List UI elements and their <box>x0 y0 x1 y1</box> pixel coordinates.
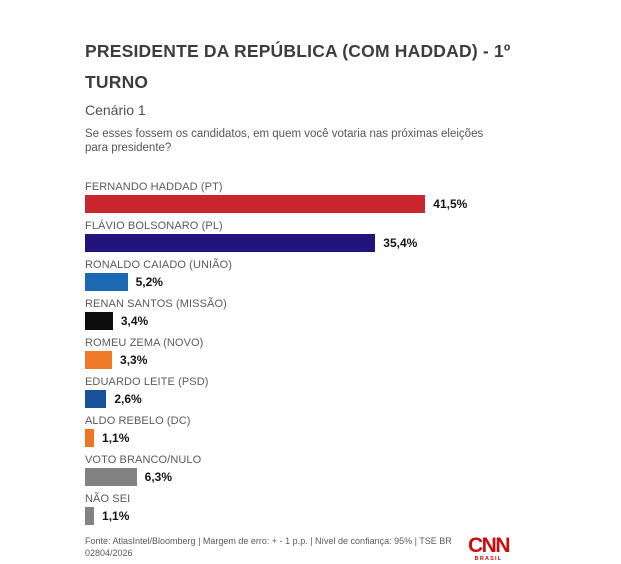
page-title: PRESIDENTE DA REPÚBLICA (COM HADDAD) - 1… <box>85 41 511 92</box>
source-note: Fonte: AtlasIntel/Bloomberg | Margem de … <box>85 536 452 558</box>
survey-question: Se esses fossem os candidatos, em quem v… <box>85 128 484 154</box>
bar-line: 3,3% <box>85 351 565 369</box>
value-label: 6,3% <box>144 470 173 484</box>
bar-line: 5,2% <box>85 273 565 291</box>
bar-row: RENAN SANTOS (MISSÃO) 3,4% <box>85 299 565 330</box>
value-label: 5,2% <box>135 275 163 289</box>
bar-line: 41,5% <box>85 195 565 213</box>
value-label: 35,4% <box>383 236 418 250</box>
bar-line: 1,1% <box>85 429 565 447</box>
scenario-subtitle: Cenário 1 <box>85 102 146 118</box>
bar-row: NÃO SEI 1,1% <box>85 494 565 525</box>
bar <box>85 351 113 369</box>
candidate-label: EDUARDO LEITE (PSD) <box>85 376 209 388</box>
bar-chart: FERNANDO HADDAD (PT) 41,5% FLÁVIO BOLSONAR… <box>85 182 565 525</box>
candidate-label: ROMEU ZEMA (NOVO) <box>85 337 204 349</box>
value-label: 1,1% <box>102 509 130 523</box>
bar <box>85 468 137 486</box>
bar-row: RONALDO CAIADO (UNIÃO) 5,2% <box>85 260 565 291</box>
bar-row: FLÁVIO BOLSONARO (PL) 35,4% <box>85 221 565 252</box>
value-label: 41,5% <box>433 197 468 211</box>
candidate-label: FERNANDO HADDAD (PT) <box>85 181 223 193</box>
bar-line: 35,4% <box>85 234 565 252</box>
bar-line: 1,1% <box>85 507 565 525</box>
bar-line: 6,3% <box>85 468 565 486</box>
bar <box>85 234 376 252</box>
candidate-label: NÃO SEI <box>85 493 131 505</box>
value-label: 3,3% <box>120 353 148 367</box>
value-label: 1,1% <box>102 431 130 445</box>
candidate-label: RENAN SANTOS (MISSÃO) <box>85 298 227 310</box>
candidate-label: ALDO REBELO (DC) <box>85 415 191 427</box>
footer: Fonte: AtlasIntel/Bloomberg | Margem de … <box>85 534 511 563</box>
candidate-label: VOTO BRANCO/NULO <box>85 454 202 466</box>
cnn-logo-subtext: BRASIL <box>474 556 503 562</box>
value-label: 3,4% <box>120 314 149 328</box>
value-label: 2,6% <box>114 392 142 406</box>
cnn-logo-text: CNN <box>468 534 511 557</box>
bar <box>85 273 128 291</box>
bar-row: ROMEU ZEMA (NOVO) 3,3% <box>85 338 565 369</box>
bar-row: ALDO REBELO (DC) 1,1% <box>85 416 565 447</box>
bar <box>85 390 107 408</box>
candidate-label: FLÁVIO BOLSONARO (PL) <box>85 220 223 232</box>
bar <box>85 312 113 330</box>
bar-row: VOTO BRANCO/NULO 6,3% <box>85 455 565 486</box>
bar <box>85 195 426 213</box>
bar-row: FERNANDO HADDAD (PT) 41,5% <box>85 182 565 213</box>
bar <box>85 429 95 447</box>
bar <box>85 507 95 525</box>
bar-line: 3,4% <box>85 312 565 330</box>
candidate-label: RONALDO CAIADO (UNIÃO) <box>85 259 233 271</box>
cnn-brasil-logo: CNN BRASIL <box>468 534 511 563</box>
bar-line: 2,6% <box>85 390 565 408</box>
bar-row: EDUARDO LEITE (PSD) 2,6% <box>85 377 565 408</box>
